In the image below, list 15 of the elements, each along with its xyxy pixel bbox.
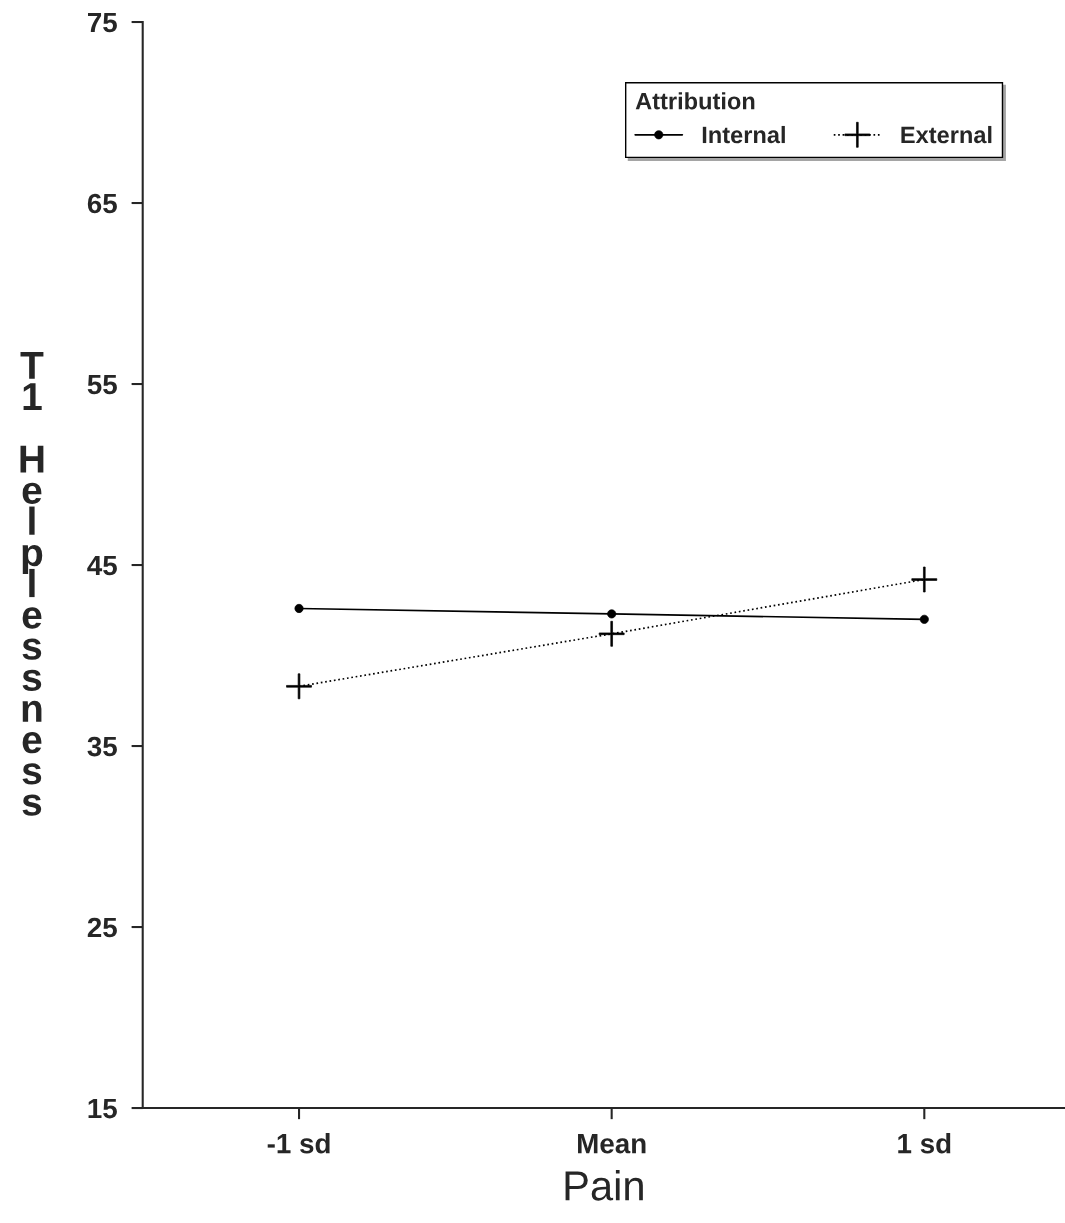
x-axis-title: Pain [565, 1170, 643, 1201]
y-tick-label: 65 [87, 193, 117, 214]
x-tick-label: 1 sd [898, 1133, 951, 1154]
y-tick-label: 15 [88, 1098, 117, 1119]
y-tick-label: 35 [87, 736, 117, 757]
legend-label: External [901, 125, 992, 144]
y-tick-label: 55 [87, 374, 117, 395]
x-tick-label: Mean [578, 1134, 646, 1154]
legend-label: Internal [702, 125, 785, 144]
y-tick-label: 75 [88, 12, 117, 33]
y-tick-label: 45 [87, 555, 117, 576]
text: T1 Helplessness [20, 352, 44, 816]
x-tick-label: -1 sd [267, 1133, 330, 1154]
legend-title: Attribution [635, 92, 755, 110]
y-tick-label: 25 [87, 917, 117, 938]
